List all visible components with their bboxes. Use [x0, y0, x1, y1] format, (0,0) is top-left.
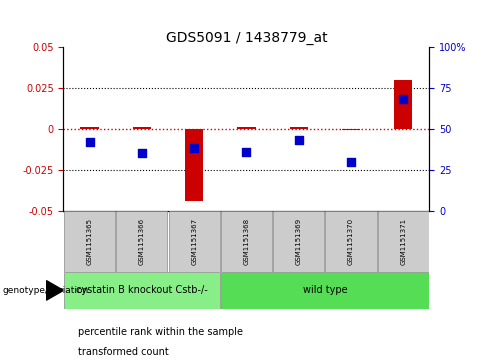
Bar [81, 127, 99, 129]
Text: GSM1151369: GSM1151369 [296, 218, 302, 265]
Text: GSM1151368: GSM1151368 [244, 218, 249, 265]
Bar [168, 211, 220, 272]
Bar [289, 127, 308, 129]
Text: cystatin B knockout Cstb-/-: cystatin B knockout Cstb-/- [76, 285, 208, 295]
Bar [221, 272, 429, 309]
Point [399, 97, 407, 102]
Point [295, 137, 303, 143]
Title: GDS5091 / 1438779_at: GDS5091 / 1438779_at [165, 31, 327, 45]
Bar [342, 129, 360, 130]
Text: GSM1151367: GSM1151367 [191, 218, 197, 265]
Bar [273, 211, 325, 272]
Bar [133, 127, 151, 129]
Text: genotype/variation: genotype/variation [2, 286, 89, 295]
Point [243, 149, 250, 155]
Bar [116, 211, 167, 272]
Bar [64, 272, 220, 309]
Point [86, 139, 94, 145]
Bar [185, 129, 203, 201]
Bar [378, 211, 429, 272]
Text: GSM1151366: GSM1151366 [139, 218, 145, 265]
Point [190, 146, 198, 151]
Bar [64, 211, 115, 272]
Text: GSM1151371: GSM1151371 [400, 218, 407, 265]
Text: wild type: wild type [303, 285, 347, 295]
Text: transformed count: transformed count [78, 347, 169, 357]
Text: GSM1151370: GSM1151370 [348, 218, 354, 265]
Polygon shape [46, 281, 63, 300]
Bar [221, 211, 272, 272]
Point [138, 150, 146, 156]
Bar [394, 80, 412, 129]
Bar [237, 127, 256, 129]
Bar [325, 211, 377, 272]
Text: percentile rank within the sample: percentile rank within the sample [78, 327, 243, 337]
Point [347, 159, 355, 164]
Text: GSM1151365: GSM1151365 [86, 218, 93, 265]
